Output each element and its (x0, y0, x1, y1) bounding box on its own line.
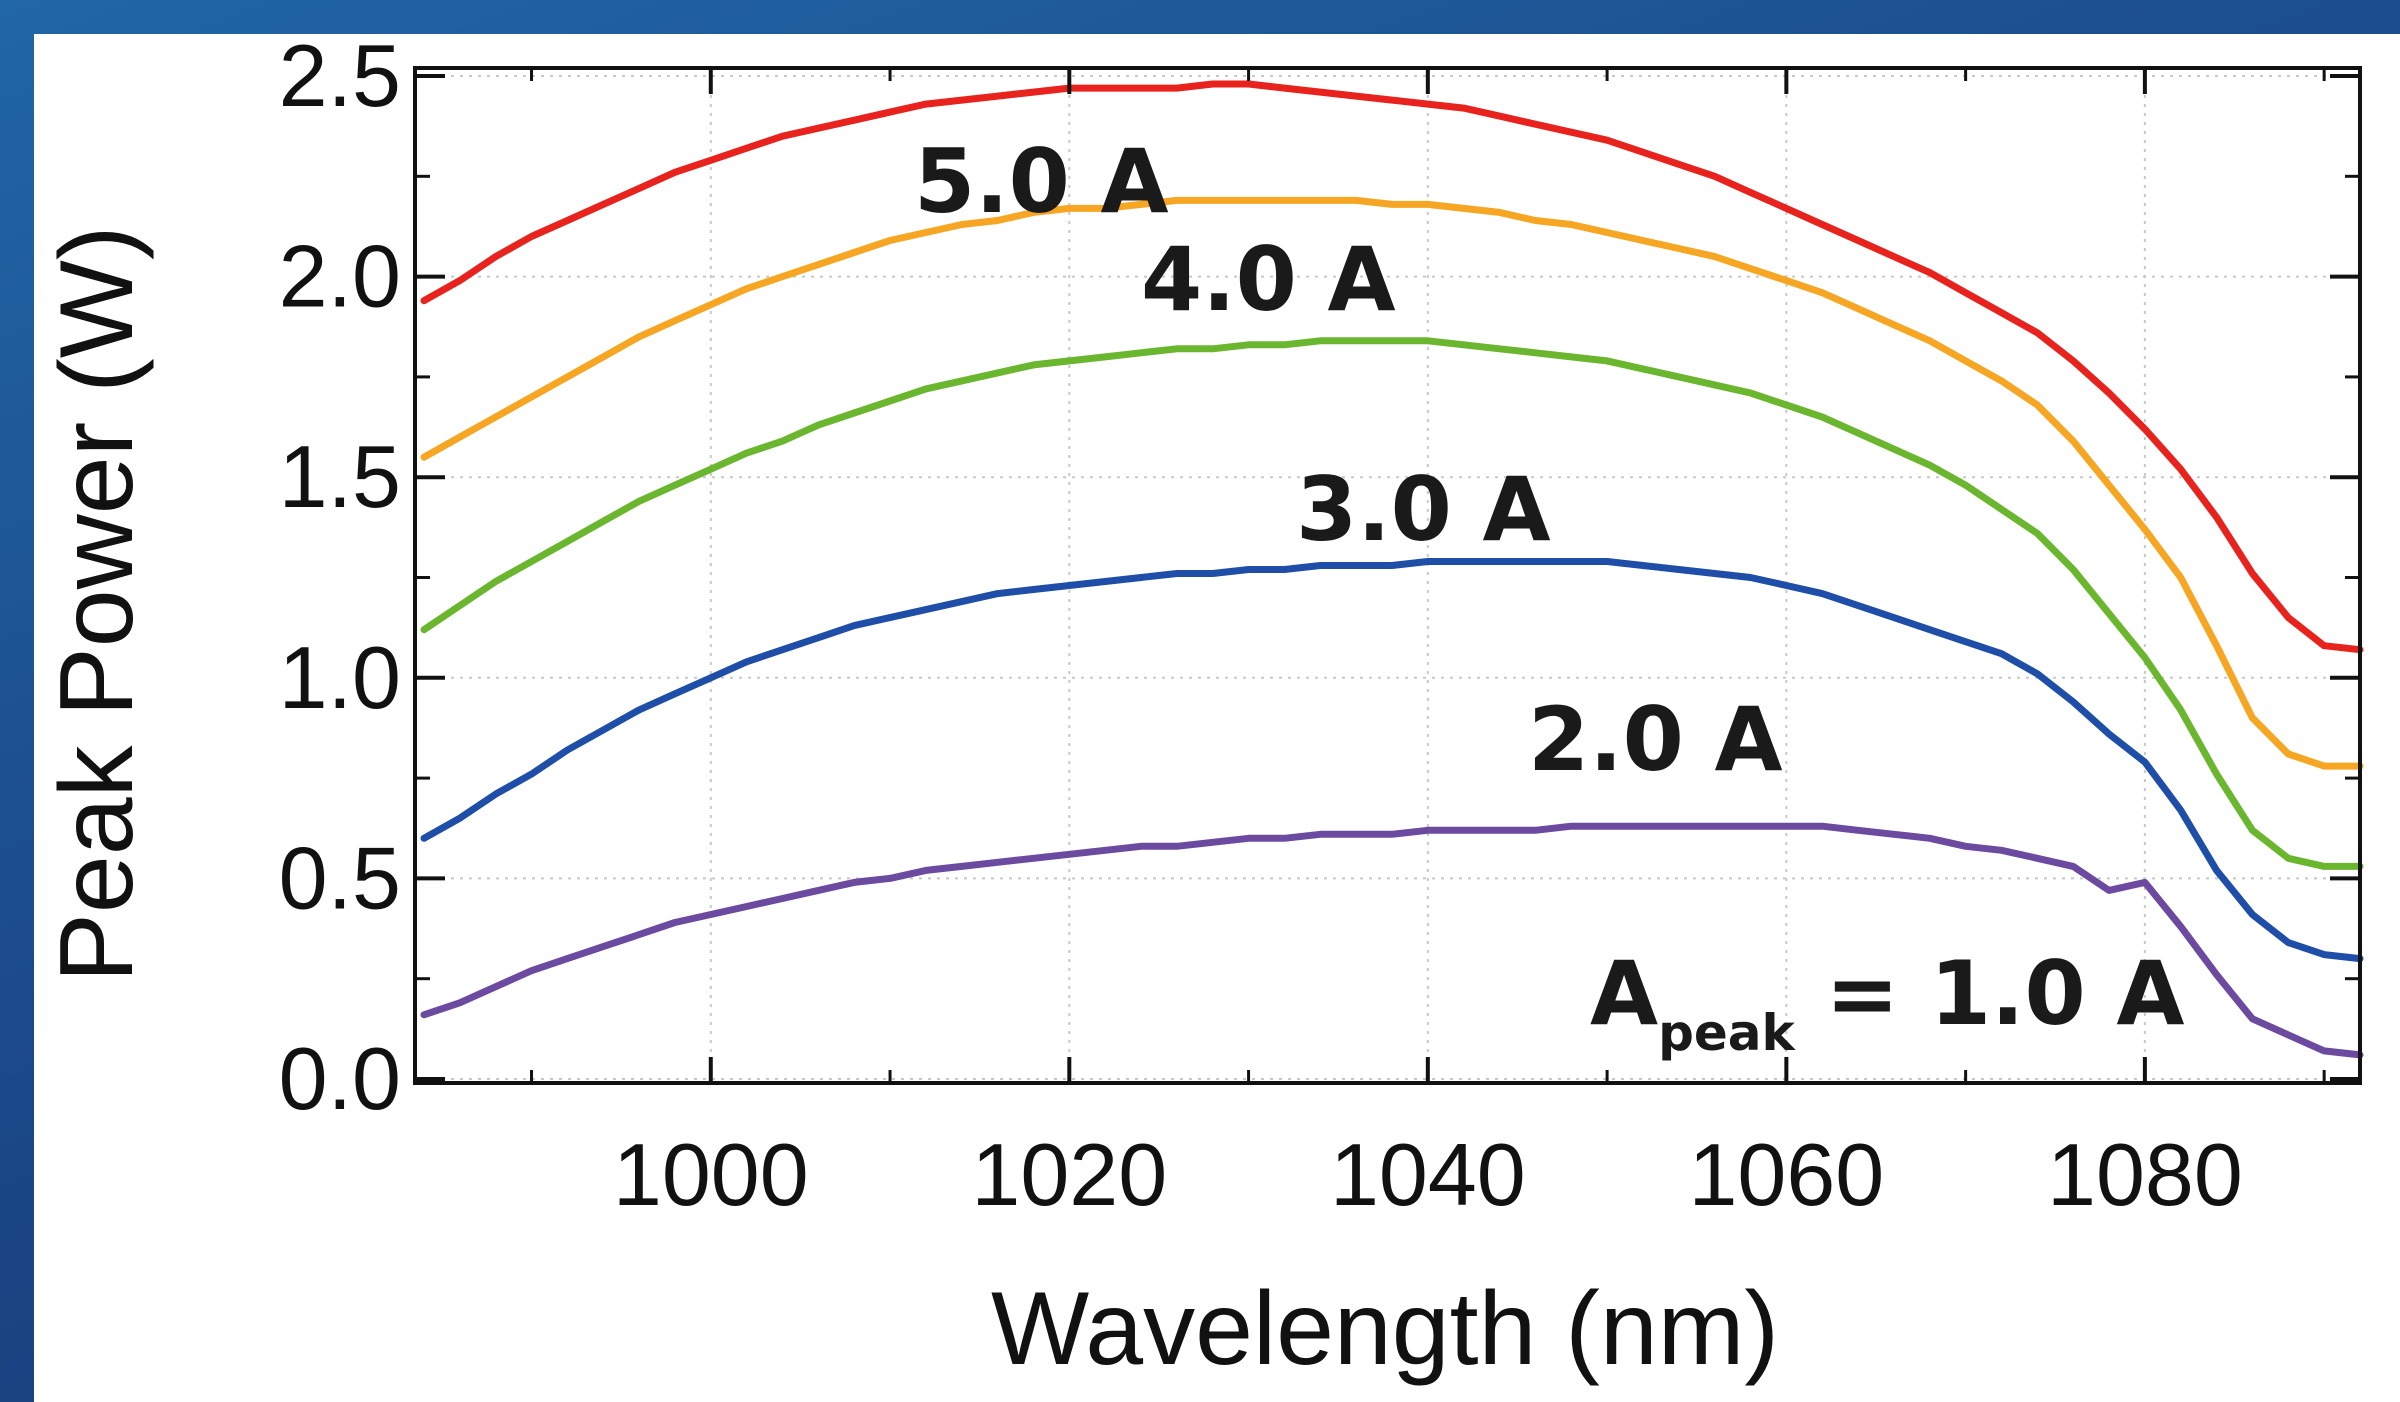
y-axis-title: Peak Power (W) (39, 225, 155, 982)
x-tick-label: 1000 (613, 1125, 809, 1224)
y-tick-label: 0.5 (279, 828, 401, 927)
peak-power-chart: 1000 1020 1040 1060 1080 0.0 0.5 1.0 1.5 2.0 2.5 W… (39, 34, 2364, 1387)
series-label-20: 2.0 A (1528, 688, 1783, 791)
series-line-30 (420, 337, 2364, 870)
tick-label-layer: 1000 1020 1040 1060 1080 0.0 0.5 1.0 1.5 2.0 2.5 (279, 34, 2243, 1224)
x-tick-label: 1040 (1330, 1125, 1526, 1224)
series-label-layer: 5.0 A4.0 A 3.0 A 2.0 A Apeak = 1.0 A (914, 130, 2184, 1062)
grid-layer (415, 68, 2360, 1083)
x-axis-title: Wavelength (nm) (991, 1271, 1779, 1387)
y-tick-label: 2.5 (279, 34, 401, 125)
plot-frame (413, 66, 2362, 1085)
series-line-50 (420, 80, 2364, 654)
series-line-20 (420, 558, 2364, 963)
y-tick-label: 1.5 (279, 427, 401, 526)
series-layer (420, 80, 2364, 1059)
series-label-50: 5.0 A (914, 130, 1169, 233)
x-tick-label: 1060 (1688, 1125, 1884, 1224)
series-label-40: 4.0 A (1141, 228, 1396, 331)
x-tick-label: 1020 (971, 1125, 1167, 1224)
series-label-30: 3.0 A (1296, 458, 1551, 561)
series-line-40 (420, 196, 2364, 770)
series-label-10: Apeak = 1.0 A (1590, 942, 2184, 1062)
tick-layer (415, 68, 2360, 1083)
x-tick-label: 1080 (2047, 1125, 2243, 1224)
series-line-10 (420, 822, 2364, 1059)
y-tick-label: 2.0 (279, 227, 401, 326)
y-tick-label: 0.0 (279, 1029, 401, 1128)
y-tick-label: 1.0 (279, 628, 401, 727)
chart-panel: 1000 1020 1040 1060 1080 0.0 0.5 1.0 1.5 2.0 2.5 W… (34, 34, 2400, 1402)
